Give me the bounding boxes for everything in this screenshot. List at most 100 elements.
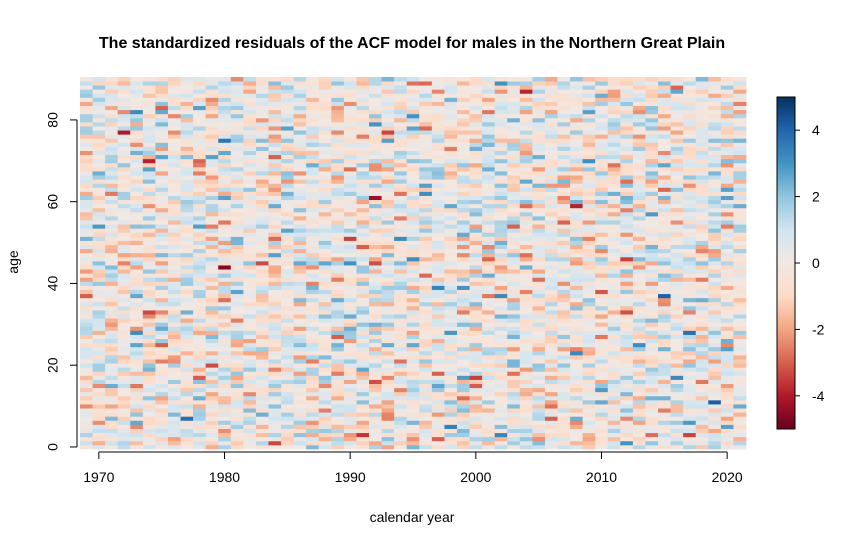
heatmap-cell [142, 338, 156, 344]
heatmap-cell [142, 154, 156, 160]
heatmap-cell [544, 207, 558, 213]
heatmap-cell [683, 232, 697, 237]
heatmap-cell [268, 379, 282, 384]
heatmap-cell [733, 260, 747, 266]
heatmap-cell [318, 77, 332, 82]
heatmap-cell [494, 305, 508, 311]
heatmap-cell [343, 334, 357, 340]
heatmap-cell [130, 224, 144, 229]
heatmap-cell [532, 121, 546, 127]
heatmap-cell [381, 326, 395, 331]
heatmap-cell [356, 359, 370, 364]
heatmap-cell [582, 179, 596, 184]
heatmap-cell [293, 322, 307, 327]
heatmap-cell [620, 134, 634, 139]
heatmap-cell [658, 121, 672, 127]
heatmap-cell [456, 154, 470, 160]
heatmap-cell [557, 154, 571, 160]
heatmap-cell [570, 130, 584, 135]
heatmap-cell [570, 363, 584, 368]
heatmap-cell [708, 215, 722, 221]
heatmap-cell [595, 154, 609, 160]
heatmap-cell [205, 444, 219, 450]
heatmap-cell [431, 171, 445, 176]
heatmap-cell [469, 387, 483, 393]
heatmap-cell [482, 297, 496, 303]
heatmap-cell [670, 334, 684, 340]
heatmap-cell [230, 97, 244, 102]
heatmap-cell [419, 387, 433, 393]
heatmap-cell [92, 105, 106, 111]
heatmap-cell [444, 85, 458, 90]
heatmap-cell [155, 371, 169, 376]
heatmap-cell [595, 150, 609, 156]
heatmap-cell [620, 301, 634, 307]
heatmap-cell [645, 252, 659, 258]
heatmap-cell [683, 269, 697, 274]
heatmap-cell [155, 269, 169, 274]
heatmap-cell [456, 215, 470, 221]
heatmap-cell [167, 166, 181, 172]
heatmap-cell [620, 130, 634, 135]
heatmap-cell [205, 399, 219, 405]
heatmap-cell [205, 363, 219, 368]
heatmap-cell [105, 375, 119, 380]
heatmap-cell [293, 220, 307, 225]
heatmap-cell [632, 162, 646, 168]
heatmap-cell [205, 420, 219, 425]
heatmap-cell [620, 322, 634, 327]
heatmap-cell [733, 318, 747, 323]
heatmap-cell [444, 81, 458, 86]
heatmap-cell [92, 412, 106, 417]
heatmap-cell [142, 281, 156, 286]
heatmap-cell [281, 89, 295, 94]
heatmap-cell [607, 330, 621, 335]
heatmap-cell [193, 97, 207, 102]
heatmap-cell [381, 113, 395, 119]
heatmap-cell [670, 85, 684, 90]
heatmap-cell [255, 404, 269, 409]
heatmap-cell [406, 399, 420, 405]
heatmap-cell [645, 142, 659, 147]
heatmap-cell [494, 146, 508, 151]
heatmap-cell [268, 301, 282, 307]
heatmap-cell [683, 363, 697, 368]
heatmap-cell [331, 297, 345, 303]
heatmap-cell [482, 305, 496, 311]
heatmap-cell [167, 416, 181, 421]
heatmap-cell [645, 391, 659, 397]
heatmap-cell [318, 383, 332, 389]
heatmap-cell [544, 265, 558, 270]
heatmap-cell [632, 179, 646, 184]
heatmap-cell [733, 199, 747, 205]
heatmap-cell [620, 310, 634, 315]
heatmap-cell [670, 375, 684, 380]
heatmap-cell [369, 89, 382, 94]
heatmap-cell [306, 191, 320, 196]
heatmap-cell [431, 232, 445, 237]
heatmap-cell [708, 399, 722, 405]
heatmap-cell [456, 277, 470, 282]
heatmap-cell [293, 260, 307, 266]
heatmap-cell [218, 371, 232, 376]
heatmap-cell [419, 93, 433, 98]
heatmap-cell [381, 215, 395, 221]
heatmap-cell [80, 379, 93, 384]
heatmap-cell [645, 228, 659, 233]
heatmap-cell [142, 211, 156, 217]
heatmap-cell [218, 354, 232, 360]
heatmap-cell [155, 432, 169, 438]
heatmap-cell [306, 154, 320, 160]
heatmap-cell [117, 371, 131, 376]
heatmap-cell [117, 248, 131, 254]
heatmap-cell [369, 142, 382, 147]
heatmap-cell [620, 404, 634, 409]
heatmap-cell [670, 285, 684, 290]
heatmap-cell [205, 228, 219, 233]
heatmap-cell [658, 338, 672, 344]
heatmap-cell [243, 244, 257, 250]
heatmap-cell [92, 138, 106, 143]
heatmap-cell [469, 375, 483, 380]
heatmap-cell [469, 232, 483, 237]
heatmap-cell [331, 199, 345, 205]
